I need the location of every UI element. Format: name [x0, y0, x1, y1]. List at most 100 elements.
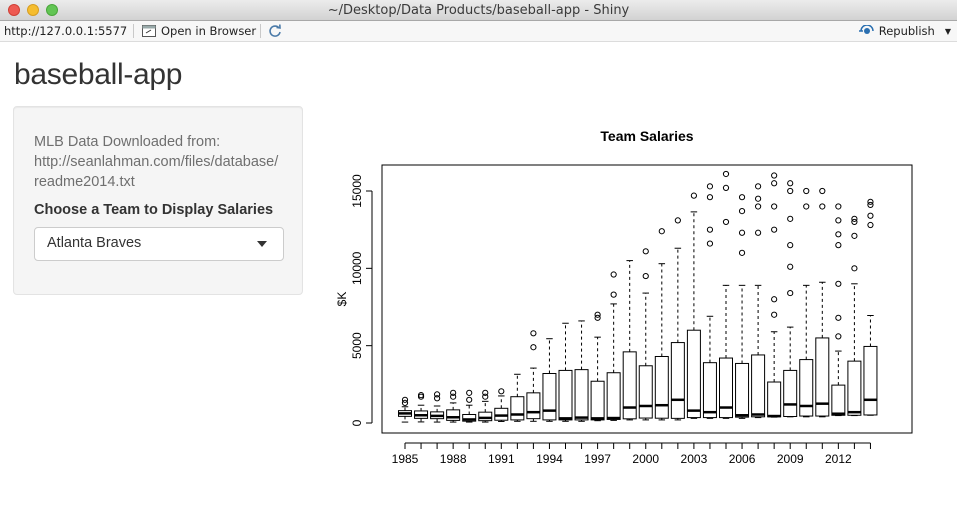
team-select[interactable]: Atlanta Braves: [34, 227, 284, 261]
outlier-point: [835, 333, 842, 340]
outlier-point: [787, 289, 794, 297]
outlier-point: [835, 280, 842, 287]
outlier-point: [819, 187, 826, 195]
toolbar-divider: [260, 24, 261, 38]
box: [719, 357, 733, 419]
browser-window-icon: [142, 25, 156, 37]
box: [446, 409, 461, 421]
outlier-point: [674, 217, 681, 224]
x-tick-label: 2000: [632, 452, 659, 466]
box: [670, 342, 685, 419]
outlier-point: [803, 203, 810, 210]
box: [638, 365, 653, 419]
outlier-point: [690, 192, 697, 199]
box: [478, 411, 493, 422]
outlier-point: [835, 231, 842, 238]
team-select-value: Atlanta Braves: [47, 235, 142, 251]
outlier-point: [706, 226, 714, 233]
refresh-icon[interactable]: [267, 23, 283, 39]
open-in-browser-label: Open in Browser: [161, 24, 257, 38]
republish-label: Republish: [878, 24, 935, 38]
outlier-point: [610, 271, 617, 278]
box: [558, 369, 573, 421]
outlier-point: [594, 314, 601, 321]
toolbar-divider: [133, 24, 134, 38]
outlier-point: [530, 330, 537, 337]
y-tick-label: 0: [350, 419, 364, 426]
x-tick-label: 1994: [536, 452, 563, 466]
box: [462, 413, 477, 422]
data-source-text: MLB Data Downloaded from: http://seanlah…: [34, 134, 279, 190]
box: [847, 360, 862, 416]
republish-button[interactable]: Republish ▼: [858, 24, 951, 38]
x-tick-label: 2012: [825, 452, 852, 466]
outlier-point: [835, 217, 842, 224]
outlier-point: [835, 314, 842, 321]
outlier-point: [722, 170, 730, 178]
x-tick-label: 2003: [681, 452, 708, 466]
box: [783, 369, 798, 418]
outlier-point: [771, 226, 778, 233]
y-axis-label: $K: [335, 292, 349, 307]
outlier-point: [771, 203, 778, 210]
outlier-point: [401, 396, 409, 403]
outlier-point: [771, 180, 778, 187]
outlier-point: [867, 198, 874, 205]
x-tick-label: 1997: [584, 452, 611, 466]
app-title: baseball-app: [14, 58, 183, 91]
outlier-point: [738, 229, 746, 236]
box: [654, 355, 669, 419]
y-tick-label: 10000: [350, 251, 364, 285]
outlier-point: [851, 218, 858, 226]
x-tick-label: 1985: [392, 452, 419, 466]
outlier-point: [803, 187, 810, 195]
box: [510, 396, 525, 421]
outlier-point: [738, 208, 746, 215]
window-titlebar: ~/Desktop/Data Products/baseball-app - S…: [0, 0, 957, 21]
outlier-point: [434, 395, 441, 402]
box: [526, 392, 541, 420]
minimize-window-button[interactable]: [27, 4, 39, 16]
box: [815, 337, 830, 417]
box: [767, 381, 782, 418]
outlier-point: [851, 232, 858, 239]
sidebar-panel: MLB Data Downloaded from: http://seanlah…: [13, 106, 303, 295]
outlier-point: [417, 392, 425, 399]
outlier-point: [867, 201, 874, 209]
window-controls: [8, 4, 58, 16]
open-in-browser-button[interactable]: Open in Browser: [142, 24, 256, 38]
box: [831, 384, 846, 416]
caret-down-icon: [257, 241, 267, 247]
outlier-point: [450, 393, 457, 400]
outlier-point: [706, 194, 714, 201]
outlier-point: [835, 242, 842, 249]
outlier-point: [787, 180, 794, 187]
outlier-point: [755, 195, 762, 202]
publish-icon: [858, 25, 874, 34]
outlier-point: [498, 388, 505, 395]
outlier-point: [755, 183, 762, 190]
x-tick-label: 2006: [729, 452, 756, 466]
outlier-point: [642, 248, 649, 255]
x-tick-label: 2009: [777, 452, 804, 466]
box: [735, 362, 750, 418]
url-text[interactable]: http://127.0.0.1:5577: [4, 24, 128, 38]
box: [863, 345, 878, 416]
outlier-point: [706, 183, 714, 190]
outlier-point: [706, 240, 714, 247]
y-tick-label: 15000: [350, 174, 364, 208]
outlier-point: [819, 203, 826, 210]
box: [606, 372, 621, 420]
close-window-button[interactable]: [8, 4, 20, 16]
box: [542, 373, 557, 421]
chart-title: Team Salaries: [600, 128, 693, 144]
outlier-point: [771, 172, 778, 179]
window-title: ~/Desktop/Data Products/baseball-app - S…: [327, 3, 630, 18]
zoom-window-button[interactable]: [46, 4, 58, 16]
outlier-point: [771, 311, 778, 318]
outlier-point: [466, 396, 473, 403]
outlier-point: [755, 203, 762, 210]
x-tick-label: 1988: [440, 452, 467, 466]
outlier-point: [722, 218, 730, 226]
outlier-point: [450, 389, 457, 396]
